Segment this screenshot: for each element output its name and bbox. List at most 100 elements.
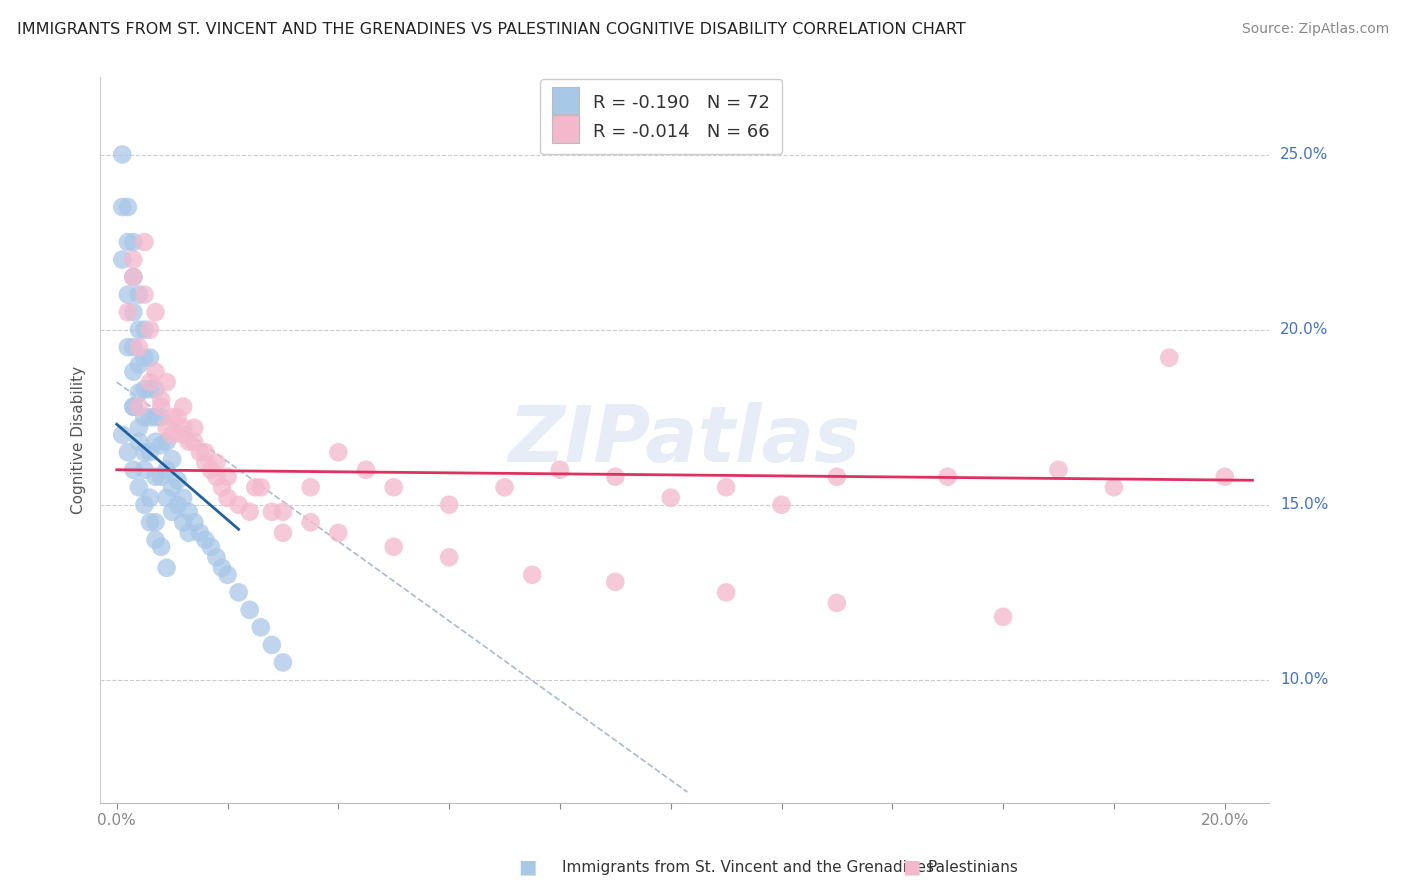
Point bbox=[139, 375, 162, 389]
Point bbox=[194, 456, 217, 470]
Point bbox=[172, 400, 194, 414]
Point bbox=[111, 252, 134, 267]
Point bbox=[139, 516, 162, 530]
Point bbox=[128, 480, 150, 494]
Point bbox=[166, 498, 188, 512]
Text: 20.0%: 20.0% bbox=[1279, 322, 1329, 337]
Point bbox=[605, 469, 627, 483]
Point bbox=[271, 505, 294, 519]
Point bbox=[122, 270, 145, 285]
Point bbox=[188, 525, 211, 540]
Point bbox=[194, 533, 217, 547]
Point bbox=[128, 421, 150, 435]
Point bbox=[382, 540, 405, 554]
Text: 10.0%: 10.0% bbox=[1279, 673, 1329, 688]
Point bbox=[139, 382, 162, 396]
Point bbox=[217, 491, 239, 505]
Point bbox=[249, 620, 271, 634]
Point bbox=[128, 358, 150, 372]
Point bbox=[936, 469, 959, 483]
Point bbox=[166, 473, 188, 487]
Point bbox=[155, 561, 177, 575]
Point bbox=[122, 270, 145, 285]
Point bbox=[128, 340, 150, 354]
Point bbox=[211, 561, 233, 575]
Point bbox=[145, 469, 167, 483]
Point bbox=[172, 421, 194, 435]
Point bbox=[172, 491, 194, 505]
Point bbox=[200, 463, 222, 477]
Point bbox=[328, 445, 350, 459]
Point bbox=[145, 533, 167, 547]
Point bbox=[437, 550, 460, 565]
Point bbox=[160, 452, 183, 467]
Point bbox=[145, 410, 167, 425]
Point bbox=[714, 585, 737, 599]
Point bbox=[160, 480, 183, 494]
Point bbox=[111, 200, 134, 214]
Point bbox=[122, 400, 145, 414]
Point bbox=[134, 463, 156, 477]
Point bbox=[122, 340, 145, 354]
Point bbox=[128, 287, 150, 301]
Point bbox=[245, 480, 267, 494]
Point bbox=[134, 498, 156, 512]
Point bbox=[200, 540, 222, 554]
Text: Palestinians: Palestinians bbox=[928, 860, 1019, 874]
Point bbox=[145, 516, 167, 530]
Point bbox=[271, 656, 294, 670]
Point bbox=[155, 421, 177, 435]
Text: ZIPatlas: ZIPatlas bbox=[509, 402, 860, 478]
Point bbox=[437, 498, 460, 512]
Text: Immigrants from St. Vincent and the Grenadines: Immigrants from St. Vincent and the Gren… bbox=[562, 860, 935, 874]
Point bbox=[183, 434, 205, 449]
Text: ■: ■ bbox=[517, 857, 537, 877]
Point bbox=[228, 585, 250, 599]
Point bbox=[134, 323, 156, 337]
Point bbox=[122, 463, 145, 477]
Point bbox=[382, 480, 405, 494]
Point bbox=[134, 235, 156, 249]
Point bbox=[155, 491, 177, 505]
Point bbox=[299, 480, 322, 494]
Point bbox=[183, 516, 205, 530]
Point bbox=[177, 505, 200, 519]
Point bbox=[117, 445, 139, 459]
Point bbox=[548, 463, 571, 477]
Point bbox=[160, 427, 183, 442]
Point bbox=[166, 410, 188, 425]
Point bbox=[117, 287, 139, 301]
Text: ■: ■ bbox=[901, 857, 921, 877]
Point bbox=[205, 456, 228, 470]
Point bbox=[145, 434, 167, 449]
Point bbox=[1047, 463, 1070, 477]
Point bbox=[228, 498, 250, 512]
Point bbox=[155, 434, 177, 449]
Point bbox=[217, 469, 239, 483]
Point bbox=[134, 287, 156, 301]
Point bbox=[188, 445, 211, 459]
Point bbox=[825, 596, 848, 610]
Point bbox=[217, 567, 239, 582]
Point bbox=[211, 480, 233, 494]
Point bbox=[150, 410, 173, 425]
Point bbox=[117, 200, 139, 214]
Point bbox=[172, 427, 194, 442]
Point bbox=[139, 351, 162, 365]
Point bbox=[183, 421, 205, 435]
Point bbox=[139, 491, 162, 505]
Point bbox=[328, 525, 350, 540]
Point bbox=[714, 480, 737, 494]
Point bbox=[150, 400, 173, 414]
Text: 15.0%: 15.0% bbox=[1279, 497, 1329, 512]
Point bbox=[177, 434, 200, 449]
Point bbox=[134, 410, 156, 425]
Point bbox=[155, 463, 177, 477]
Point bbox=[239, 505, 262, 519]
Point bbox=[122, 400, 145, 414]
Text: Source: ZipAtlas.com: Source: ZipAtlas.com bbox=[1241, 22, 1389, 37]
Text: IMMIGRANTS FROM ST. VINCENT AND THE GRENADINES VS PALESTINIAN COGNITIVE DISABILI: IMMIGRANTS FROM ST. VINCENT AND THE GREN… bbox=[17, 22, 966, 37]
Point bbox=[354, 463, 377, 477]
Point bbox=[239, 603, 262, 617]
Point bbox=[659, 491, 682, 505]
